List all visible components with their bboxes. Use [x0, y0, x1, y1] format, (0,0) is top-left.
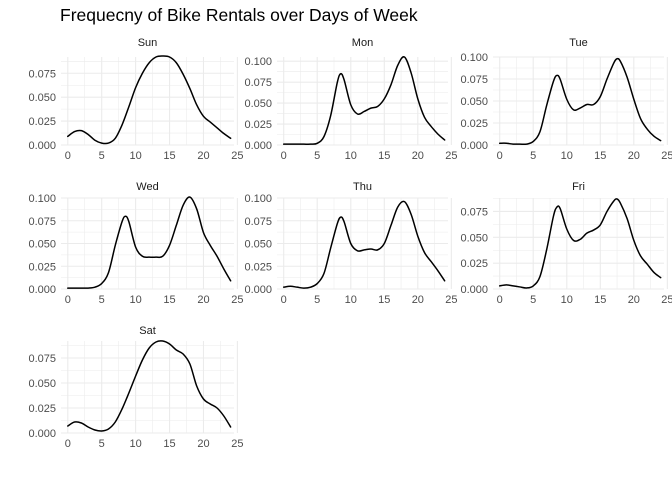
x-tick-label: 20	[412, 294, 424, 306]
y-tick-label: 0.025	[28, 403, 56, 415]
x-tick-label: 5	[99, 150, 105, 162]
y-tick-label: 0.000	[28, 284, 56, 296]
y-tick-label: 0.025	[28, 261, 56, 273]
x-tick-label: 25	[231, 294, 243, 306]
y-tick-label: 0.075	[244, 77, 272, 89]
density-line	[282, 200, 446, 289]
density-line	[498, 57, 662, 146]
x-tick-label: 15	[594, 150, 606, 162]
y-tick-label: 0.050	[244, 239, 272, 251]
density-line	[67, 340, 232, 432]
x-tick-label: 10	[561, 294, 573, 306]
y-tick-label: 0.075	[244, 216, 272, 228]
x-tick-label: 20	[197, 438, 209, 450]
y-tick-label: 0.075	[460, 206, 488, 218]
x-tick-label: 0	[281, 294, 287, 306]
facet-strip-label: Fri	[572, 181, 585, 193]
y-tick-label: 0.000	[244, 140, 272, 152]
x-tick-label: 15	[378, 150, 390, 162]
x-tick-label: 0	[65, 150, 71, 162]
x-tick-label: 0	[497, 150, 503, 162]
x-tick-label: 25	[445, 150, 457, 162]
facet-strip-label: Sun	[138, 37, 158, 49]
y-tick-label: 0.075	[460, 74, 488, 86]
x-tick-label: 15	[163, 438, 175, 450]
x-tick-label: 15	[163, 294, 175, 306]
facet-panel-tue: 0 5 10 15 20 25 0.000 0.025 0.050 0.075 0.100 Tue	[460, 37, 672, 162]
x-tick-label: 10	[130, 294, 142, 306]
facet-strip-label: Sat	[139, 325, 156, 337]
y-tick-label: 0.000	[28, 428, 56, 440]
facet-panel-wed: 0 5 10 15 20 25 0.000 0.025 0.050 0.075 0.100 Wed	[28, 181, 243, 306]
y-tick-label: 0.000	[460, 284, 488, 296]
x-tick-label: 15	[594, 294, 606, 306]
y-tick-label: 0.025	[244, 261, 272, 273]
facet-panel-mon: 0 5 10 15 20 25 0.000 0.025 0.050 0.075 0.100 Mon	[244, 37, 457, 162]
y-tick-label: 0.075	[28, 216, 56, 228]
density-line	[67, 55, 232, 145]
y-tick-label: 0.000	[460, 140, 488, 152]
facet-panel-thu: 0 5 10 15 20 25 0.000 0.025 0.050 0.075 0.100 Thu	[244, 181, 457, 306]
x-tick-label: 5	[314, 294, 320, 306]
y-tick-label: 0.050	[460, 96, 488, 108]
y-tick-label: 0.100	[28, 193, 56, 205]
x-tick-label: 5	[314, 150, 320, 162]
facet-strip-label: Wed	[136, 181, 158, 193]
x-tick-label: 5	[530, 150, 536, 162]
x-tick-label: 5	[530, 294, 536, 306]
y-tick-label: 0.000	[28, 140, 56, 152]
facet-strip-label: Thu	[353, 181, 372, 193]
x-tick-label: 15	[378, 294, 390, 306]
x-tick-label: 25	[661, 294, 672, 306]
x-tick-label: 0	[65, 438, 71, 450]
x-tick-label: 10	[561, 150, 573, 162]
x-tick-label: 10	[345, 294, 357, 306]
x-tick-label: 0	[65, 294, 71, 306]
density-line	[67, 196, 232, 289]
y-tick-label: 0.050	[460, 232, 488, 244]
chart-title: Frequecny of Bike Rentals over Days of W…	[60, 5, 418, 25]
y-tick-label: 0.025	[460, 258, 488, 270]
x-tick-label: 0	[497, 294, 503, 306]
x-tick-label: 25	[445, 294, 457, 306]
x-tick-label: 20	[412, 150, 424, 162]
y-tick-label: 0.025	[244, 119, 272, 131]
x-tick-label: 0	[281, 150, 287, 162]
x-tick-label: 5	[99, 294, 105, 306]
y-tick-label: 0.025	[28, 116, 56, 128]
x-tick-label: 20	[628, 150, 640, 162]
y-tick-label: 0.050	[244, 98, 272, 110]
x-tick-label: 20	[628, 294, 640, 306]
x-tick-label: 5	[99, 438, 105, 450]
y-tick-label: 0.050	[28, 378, 56, 390]
y-tick-label: 0.100	[244, 56, 272, 68]
density-line	[282, 56, 446, 145]
y-tick-label: 0.075	[28, 68, 56, 80]
y-tick-label: 0.100	[244, 193, 272, 205]
facet-strip-label: Mon	[352, 37, 373, 49]
x-tick-label: 20	[197, 294, 209, 306]
x-tick-label: 10	[130, 438, 142, 450]
y-tick-label: 0.075	[28, 353, 56, 365]
x-tick-label: 25	[231, 438, 243, 450]
y-tick-label: 0.050	[28, 92, 56, 104]
y-tick-label: 0.100	[460, 52, 488, 64]
y-tick-label: 0.000	[244, 284, 272, 296]
y-tick-label: 0.050	[28, 239, 56, 251]
x-tick-label: 25	[661, 150, 672, 162]
facet-panel-sat: 0 5 10 15 20 25 0.000 0.025 0.050 0.075 Sat	[28, 325, 243, 450]
density-line	[498, 198, 662, 289]
facet-panel-fri: 0 5 10 15 20 25 0.000 0.025 0.050 0.075 Fri	[460, 181, 672, 306]
x-tick-label: 25	[231, 150, 243, 162]
x-tick-label: 15	[163, 150, 175, 162]
facet-panel-sun: 0 5 10 15 20 25 0.000 0.025 0.050 0.075 Sun	[28, 37, 243, 162]
y-tick-label: 0.025	[460, 118, 488, 130]
facet-strip-label: Tue	[569, 37, 588, 49]
x-tick-label: 10	[130, 150, 142, 162]
x-tick-label: 20	[197, 150, 209, 162]
x-tick-label: 10	[345, 150, 357, 162]
